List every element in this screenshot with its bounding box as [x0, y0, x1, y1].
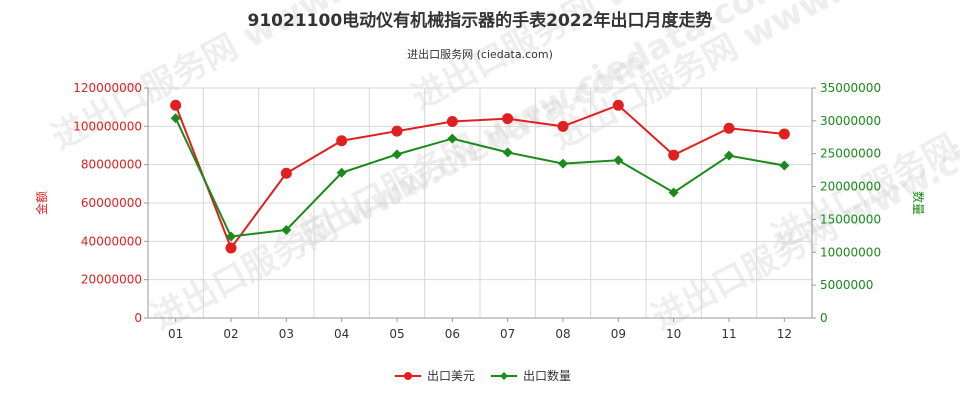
- series-line-1: [174, 104, 785, 251]
- right-tick-label: 0: [820, 311, 828, 325]
- series-line-2: [174, 117, 785, 238]
- left-tick-label: 120000000: [73, 81, 142, 95]
- series-layer: [170, 99, 790, 254]
- x-tick-label: 01: [168, 327, 183, 341]
- series-1-point[interactable]: [280, 167, 292, 179]
- series-2-point[interactable]: [281, 224, 292, 235]
- series-1-point[interactable]: [778, 128, 790, 140]
- x-tick-label: 07: [500, 327, 515, 341]
- left-tick-label: 60000000: [81, 196, 142, 210]
- series-2-point[interactable]: [502, 147, 513, 158]
- x-tick-label: 11: [721, 327, 736, 341]
- right-tick-label: 10000000: [820, 245, 881, 259]
- series-2-point[interactable]: [336, 167, 347, 178]
- x-tick-label: 06: [445, 327, 460, 341]
- watermark-text: 进出口服务网 www.ciedata.com: [145, 43, 653, 338]
- series-2-point[interactable]: [668, 187, 679, 198]
- series-1-point[interactable]: [612, 99, 624, 111]
- series-1-point[interactable]: [336, 135, 348, 147]
- left-tick-label: 100000000: [73, 119, 142, 133]
- series-2-point[interactable]: [170, 113, 181, 124]
- right-tick-label: 35000000: [820, 81, 881, 95]
- series-1-point[interactable]: [170, 99, 182, 111]
- legend-swatch-marker: [404, 372, 412, 380]
- left-tick-label: 80000000: [81, 158, 142, 172]
- x-tick-label: 10: [666, 327, 681, 341]
- legend-item-1[interactable]: 出口美元: [395, 369, 475, 383]
- legend-swatch-marker: [500, 372, 508, 380]
- axes: 0 20000000 40000000 60000000 80000000 1000000…: [73, 81, 881, 341]
- series-2-point[interactable]: [724, 150, 734, 161]
- series-2-point[interactable]: [447, 133, 458, 144]
- left-tick-label: 40000000: [81, 234, 142, 248]
- legend-label: 出口数量: [523, 368, 571, 383]
- left-tick-label: 20000000: [81, 273, 142, 287]
- chart-subtitle: 进出口服务网 (ciedata.com): [407, 47, 553, 61]
- x-tick-label: 05: [389, 327, 404, 341]
- series-2-point[interactable]: [226, 231, 236, 242]
- right-tick-label: 15000000: [820, 212, 881, 226]
- x-tick-label: 09: [611, 327, 626, 341]
- legend-item-2[interactable]: 出口数量: [491, 368, 571, 383]
- series-1-point[interactable]: [668, 149, 680, 161]
- series-2-point[interactable]: [613, 155, 624, 166]
- left-tick-label: 0: [134, 311, 142, 325]
- right-tick-label: 5000000: [820, 278, 873, 292]
- right-tick-label: 25000000: [820, 147, 881, 161]
- right-tick-label: 30000000: [820, 114, 881, 128]
- x-tick-label: 12: [777, 327, 792, 341]
- series-1-point[interactable]: [391, 125, 403, 137]
- series-2-point[interactable]: [392, 149, 402, 160]
- x-tick-label: 04: [334, 327, 349, 341]
- series-1-point[interactable]: [723, 122, 735, 134]
- series-1-point[interactable]: [225, 242, 237, 254]
- series-2-point[interactable]: [779, 160, 790, 171]
- x-tick-label: 08: [555, 327, 570, 341]
- left-axis-label: 金额: [34, 191, 49, 215]
- legend-label: 出口美元: [427, 369, 475, 383]
- x-tick-label: 02: [223, 327, 238, 341]
- x-tick-label: 03: [279, 327, 294, 341]
- series-1-point[interactable]: [446, 116, 458, 128]
- right-tick-label: 20000000: [820, 180, 881, 194]
- chart-title: 91021100电动仪有机械指示器的手表2022年出口月度走势: [248, 10, 713, 31]
- legend[interactable]: 出口美元 出口数量: [395, 368, 571, 383]
- series-1-point[interactable]: [557, 120, 569, 132]
- series-1-point[interactable]: [502, 113, 514, 125]
- series-2-point[interactable]: [558, 158, 568, 169]
- right-axis-label: 数量: [911, 191, 926, 215]
